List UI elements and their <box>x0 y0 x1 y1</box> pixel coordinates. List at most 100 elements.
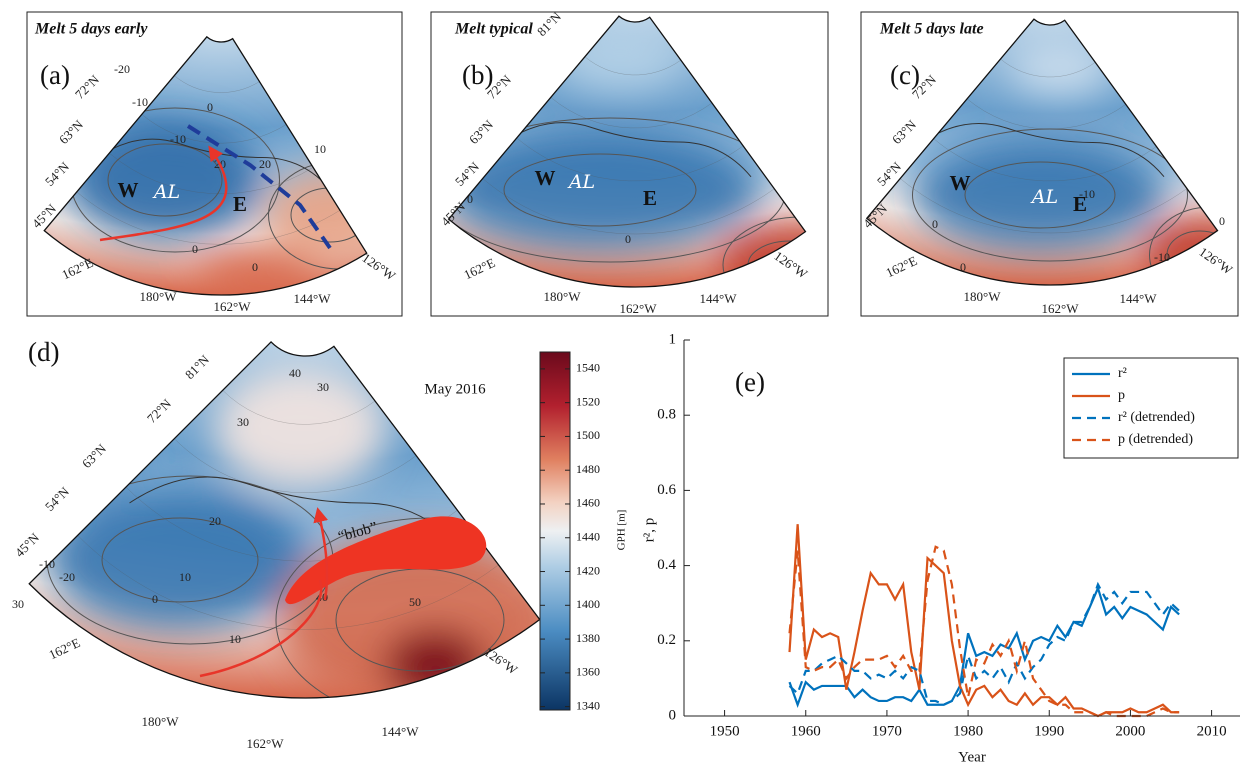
panel-frame <box>860 11 1239 317</box>
flow-arrow <box>99 145 228 242</box>
contour-label: -20 <box>114 62 130 76</box>
colorbar-tick-label: 1540 <box>576 361 600 375</box>
line-chart: 1950 1960 1970 1980 1990 2000 2010 0 0.2 0.4 0.6 0.… <box>641 331 1240 765</box>
anomaly <box>215 370 385 490</box>
lon-label: 144°W <box>294 291 332 306</box>
anomaly <box>1010 45 1110 95</box>
contour <box>912 128 1188 262</box>
blob-shape <box>285 516 487 605</box>
lon-label: 180°W <box>544 289 582 304</box>
ridge-line <box>186 124 332 250</box>
y-tick-label: 1 <box>669 331 677 347</box>
lon-label: 144°W <box>1120 291 1158 306</box>
y-tick-label: 0.8 <box>657 407 676 423</box>
x-tick-label: 1970 <box>872 723 902 739</box>
contour-label: 0 <box>625 232 631 246</box>
lat-label: 72°N <box>72 71 103 102</box>
contour-label: -10 <box>1079 187 1095 201</box>
latitude-line <box>1000 58 1096 78</box>
x-tick-label: 1950 <box>710 723 740 739</box>
map-outline <box>447 15 807 288</box>
anomaly <box>385 630 485 699</box>
latitude-line <box>550 97 713 129</box>
colorbar-tick-label: 1380 <box>576 631 600 645</box>
lon-label: 144°W <box>700 291 738 306</box>
series-line <box>788 584 1180 708</box>
panel-label: (e) <box>735 367 765 397</box>
x-tick-label: 2010 <box>1197 723 1227 739</box>
colorbar-tick-label: 1420 <box>576 563 600 577</box>
coastline <box>921 123 1165 178</box>
anomaly <box>70 120 260 240</box>
panel-label: (c) <box>890 60 920 90</box>
lon-label: 162°E <box>883 253 919 280</box>
contour <box>964 161 1116 229</box>
flow-arrow <box>313 507 329 601</box>
pressure-marker: AL <box>567 171 595 193</box>
panel-frame <box>26 11 403 317</box>
lon-label: 162°W <box>247 736 285 751</box>
panel-title: Melt 5 days late <box>879 21 984 38</box>
map-panel <box>448 16 806 287</box>
contour-label: 0 <box>960 260 966 274</box>
lon-label: 144°W <box>382 724 420 739</box>
colorbar: 1340 1360 1380 1400 1420 1440 1460 1480 1500 1520… <box>539 351 628 712</box>
lon-label: 162°W <box>214 299 252 314</box>
pressure-marker: AL <box>1030 186 1058 208</box>
latitude-line <box>516 137 744 182</box>
lat-label: 45°N <box>12 529 43 560</box>
contour-label: 20 <box>209 514 221 528</box>
contour-label: 40 <box>289 366 301 380</box>
legend-label: r² (detrended) <box>1118 410 1195 425</box>
lon-label: 162°E <box>46 635 82 662</box>
x-tick-label: 1960 <box>791 723 821 739</box>
y-tick-label: 0.4 <box>657 557 676 573</box>
y-tick-label: 0 <box>669 707 677 723</box>
anomaly <box>560 30 680 90</box>
lon-label: 162°E <box>461 255 497 282</box>
y-tick-label: 0.2 <box>657 632 676 648</box>
coastline <box>129 476 462 551</box>
latitude-line <box>933 138 1157 182</box>
anomaly <box>448 130 760 250</box>
lon-label: 126°W <box>481 644 520 678</box>
lon-label: 180°W <box>964 289 1002 304</box>
lon-label: 162°E <box>59 255 95 282</box>
panel-title: Melt 5 days early <box>34 21 148 38</box>
lat-label: 81°N <box>182 351 213 382</box>
pressure-marker: W <box>118 178 139 202</box>
panel-label: (d) <box>28 337 59 367</box>
contour-label: 0 <box>207 100 213 114</box>
lon-label: 162°W <box>620 301 658 316</box>
series-line <box>788 524 1180 718</box>
lat-label: 81°N <box>534 8 565 39</box>
x-tick-label: 2000 <box>1115 723 1145 739</box>
legend-label: p <box>1118 388 1125 403</box>
contour-label: 20 <box>259 157 271 171</box>
latitude-line <box>174 438 417 494</box>
latitude-line <box>174 75 260 93</box>
contour-label: 10 <box>314 142 326 156</box>
lat-label: 63°N <box>466 116 497 147</box>
x-tick-label: 1980 <box>953 723 983 739</box>
coastline <box>504 122 752 178</box>
latitude-line <box>76 191 341 245</box>
latitude-line <box>900 178 1188 234</box>
contour-label: 0 <box>252 260 258 274</box>
contour-label: -10 <box>170 132 186 146</box>
contour-label: 30 <box>317 380 329 394</box>
panel-label: (a) <box>40 60 70 90</box>
lat-label: 72°N <box>144 395 175 426</box>
contour-label: 30 <box>12 597 24 611</box>
contour-label: 10 <box>229 632 241 646</box>
contour-label: 0 <box>1219 214 1225 228</box>
colorbar-tick-label: 1520 <box>576 394 600 408</box>
lat-label: 63°N <box>79 440 110 471</box>
colorbar-tick-label: 1400 <box>576 597 600 611</box>
contour-label: 0 <box>932 217 938 231</box>
pressure-marker: W <box>950 171 971 195</box>
lon-label: 180°W <box>142 714 180 729</box>
latitude-line <box>77 535 499 630</box>
anomaly <box>915 140 1165 250</box>
